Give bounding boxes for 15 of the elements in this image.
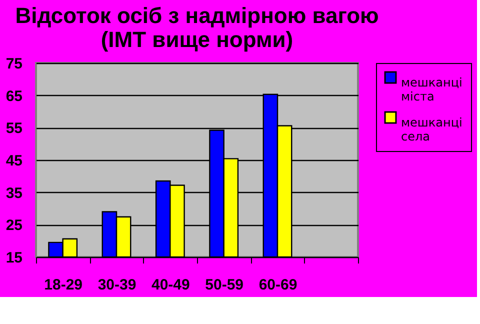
x-tick-label: 60-69 [258, 276, 298, 294]
x-tick-label: 18-29 [44, 276, 83, 294]
y-tick-label: 75 [6, 56, 22, 72]
chart-title: Відсоток осіб з надмірною вагою (IMT вище норми) [15, 3, 379, 52]
y-tick-label: 55 [6, 120, 22, 138]
x-tick-label: 30-39 [98, 276, 136, 294]
y-tick-label: 35 [6, 184, 22, 202]
y-tick-label: 25 [6, 217, 22, 234]
y-tick-label: 45 [6, 152, 22, 170]
x-tick-label: 40-49 [151, 276, 190, 294]
legend-label: мешканці міста [401, 76, 462, 104]
y-tick-label: 65 [6, 88, 22, 105]
y-tick-label: 15 [6, 250, 22, 266]
x-tick-label: 50-59 [205, 276, 244, 294]
legend-label: мешканці села [401, 116, 462, 144]
